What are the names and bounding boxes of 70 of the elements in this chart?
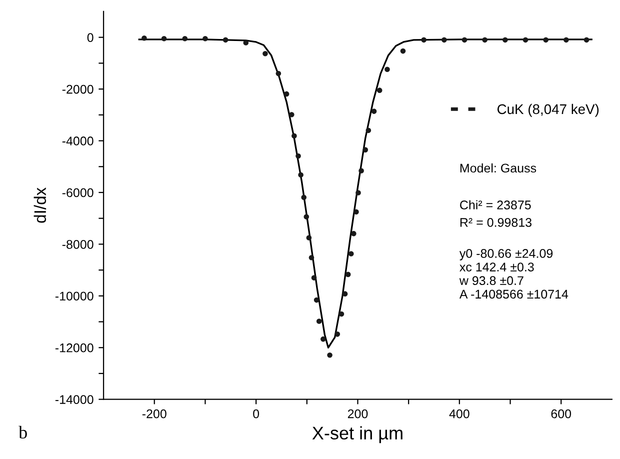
point (421, 37, 426, 43)
point (296, 153, 301, 159)
point (354, 209, 359, 215)
y-tick-label: -12000 (55, 343, 94, 352)
point (276, 70, 282, 76)
point (376, 88, 382, 93)
point (284, 91, 290, 97)
annotation: xc 142.4 ±0.3 (460, 262, 534, 272)
point (222, 37, 228, 43)
annotation: A -1408566 ±10714 (459, 290, 568, 299)
annotation: R² = 0.99813 (460, 218, 532, 227)
point (338, 311, 344, 317)
point (584, 37, 590, 43)
annotation: y0 -80.66 ±24.09 (459, 249, 553, 260)
point (292, 133, 297, 139)
point (320, 336, 326, 342)
point (543, 37, 549, 43)
y-tick-label: 0 (87, 33, 94, 42)
point (522, 37, 528, 43)
x-tick-label: 0 (253, 409, 260, 418)
x-tick-label: 600 (551, 409, 572, 418)
x-tick-label: 200 (348, 409, 368, 418)
point (502, 37, 508, 43)
point (358, 168, 364, 174)
point (301, 194, 307, 200)
point (327, 352, 332, 358)
point (384, 66, 390, 72)
point (356, 190, 361, 196)
point (308, 254, 314, 260)
legend-label: CuK (8,047 keV) (497, 104, 599, 117)
point (442, 37, 447, 43)
point (462, 37, 468, 43)
point (298, 172, 304, 178)
y-tick-label: -8000 (62, 240, 94, 249)
point (400, 48, 406, 54)
point (182, 36, 188, 42)
point (366, 128, 372, 134)
x-tick-label: 400 (449, 409, 470, 418)
y-tick-label: -2000 (62, 84, 94, 94)
point (371, 108, 377, 114)
point (345, 272, 351, 278)
point (362, 147, 368, 152)
annotation: w 93.8 ±0.7 (459, 276, 524, 286)
point (334, 332, 340, 337)
annotation: Chi² = 23875 (460, 200, 531, 210)
point (351, 230, 356, 236)
point (262, 50, 268, 56)
point (311, 275, 317, 280)
point (243, 40, 249, 46)
y-axis-title: dI/dx (34, 188, 46, 223)
point (482, 37, 488, 43)
point (314, 297, 320, 303)
y-tick-label: -4000 (62, 136, 94, 146)
point (564, 37, 569, 43)
x-tick-label: -200 (142, 409, 166, 418)
point (161, 36, 167, 42)
point (342, 291, 348, 296)
text: b (18, 426, 27, 439)
point (288, 112, 294, 118)
y-tick-label: -6000 (62, 188, 94, 198)
y-tick-label: -10000 (55, 292, 94, 301)
point (348, 251, 354, 256)
y-tick-label: -14000 (55, 395, 94, 404)
point (202, 36, 208, 42)
point (306, 235, 312, 240)
point (304, 214, 310, 220)
point (142, 35, 147, 41)
annotation: Model: Gauss (460, 163, 536, 173)
x-axis-title: X-set in µm (312, 426, 402, 444)
point (316, 318, 322, 324)
